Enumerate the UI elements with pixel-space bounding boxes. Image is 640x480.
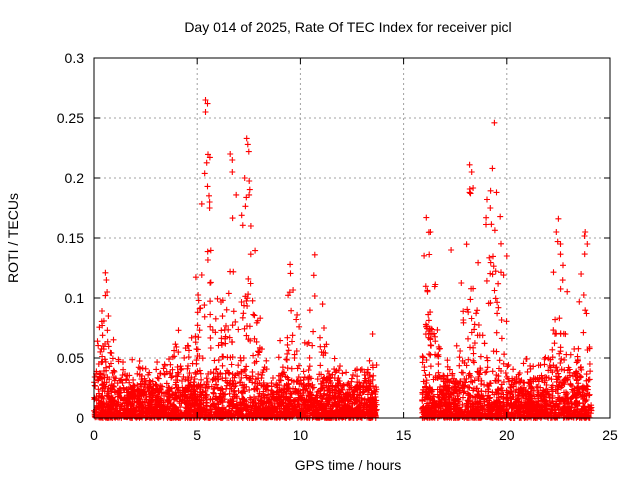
x-axis-label: GPS time / hours [295, 457, 402, 473]
y-axis-label: ROTI / TECUs [5, 193, 21, 283]
x-tick-label: 25 [602, 427, 618, 443]
y-tick-label: 0.05 [57, 350, 84, 366]
chart-title: Day 014 of 2025, Rate Of TEC Index for r… [184, 19, 511, 35]
x-tick-label: 0 [90, 427, 98, 443]
x-tick-label: 10 [293, 427, 309, 443]
roti-markers [91, 97, 595, 421]
plot-frame [93, 57, 611, 419]
x-tick-label: 5 [193, 427, 201, 443]
x-tick-label: 15 [396, 427, 412, 443]
y-tick-label: 0 [76, 410, 84, 426]
y-tick-label: 0.1 [65, 290, 85, 306]
y-tick-label: 0.15 [57, 230, 84, 246]
y-tick-label: 0.3 [65, 50, 85, 66]
data-points [91, 97, 595, 421]
x-axis: 0 5 10 15 20 25 [90, 58, 618, 443]
y-tick-label: 0.25 [57, 110, 84, 126]
y-tick-label: 0.2 [65, 170, 85, 186]
x-tick-label: 20 [499, 427, 515, 443]
y-axis: 0 0.05 0.1 0.15 0.2 0.25 0.3 [57, 50, 610, 426]
grid [94, 58, 610, 418]
